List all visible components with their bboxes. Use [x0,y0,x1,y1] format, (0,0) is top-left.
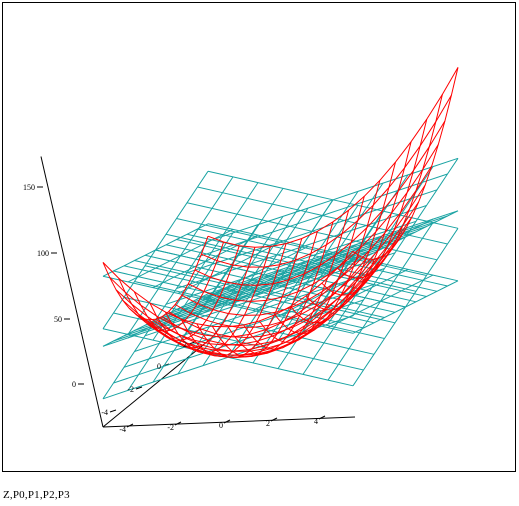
p3-gridline [252,257,359,311]
y-tick-mark [109,409,117,413]
p3-gridline [155,249,406,308]
x-tick-mark [174,421,182,426]
p3-gridline [207,223,459,282]
z-gridline [243,210,350,350]
tick-labels: 150 100 50 0 -4 -2 0 2 -4 -2 0 2 4 [23,183,318,434]
p3-gridline [327,274,434,329]
y-tick-mark [135,386,143,390]
x-tick-label: 4 [314,417,318,426]
x-tick-mark [223,419,231,424]
z-axis-line [40,156,104,428]
z-tick-label: 100 [37,249,49,258]
y-tick-label: 0 [157,362,161,371]
p3-gridline [302,268,409,323]
x-tick-label: 2 [266,419,270,428]
p3-gridline [352,280,459,334]
z-gridline [258,196,365,343]
z-gridline [201,95,452,268]
y-tick-label: 2 [183,340,187,349]
x-axis-line [102,416,356,428]
y-tick-label: -2 [127,385,134,394]
z-gridline [168,201,420,339]
x-tick-label: -2 [167,423,174,432]
p3-gridline [176,239,427,297]
z-gridline [352,67,459,260]
x-tick-label: 0 [219,421,223,430]
red-surface [102,67,459,359]
z-gridline [274,180,381,335]
x-tick-mark [270,417,278,422]
z-gridline [161,216,413,347]
z-gridline [155,229,406,352]
p1-gridline [207,170,459,229]
z-gridline [181,165,433,316]
z-tick-label: 50 [54,315,62,324]
z-gridline [337,94,443,279]
x-tick-label: -4 [119,425,126,434]
z-tick-label: 0 [72,380,76,389]
plot-caption: Z,P0,P1,P2,P3 [3,489,70,501]
x-tick-mark [126,423,134,428]
z-gridline [290,161,396,324]
y-tick-label: -4 [101,408,108,417]
p2-gridline [352,210,459,264]
p1-gridline [186,202,438,261]
axes [37,156,356,428]
p1-gridline [197,186,448,245]
z-gridline [174,184,426,328]
z-gridline [194,120,446,286]
y-axis-line [102,340,209,428]
p1-gridline [165,233,417,292]
p1-gridline [176,218,427,276]
z-tick-label: 150 [23,183,35,192]
plot-frame: 150 100 50 0 -4 -2 0 2 -4 -2 0 2 4 [2,2,516,472]
z-gridline [207,67,459,248]
x-tick-mark [318,415,326,420]
teal-surfaces [102,157,459,400]
z-gridline [188,144,439,302]
surface-plot[interactable]: 150 100 50 0 -4 -2 0 2 -4 -2 0 2 4 [3,3,515,471]
p2-gridline [277,235,384,289]
